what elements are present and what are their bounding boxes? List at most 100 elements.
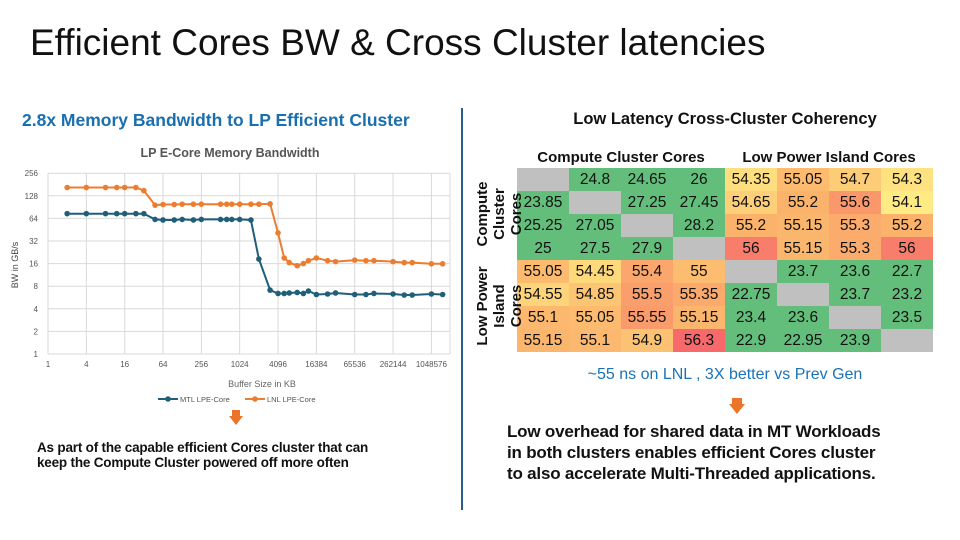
data-point: [294, 289, 301, 296]
data-point: [305, 288, 312, 294]
data-point: [248, 201, 254, 207]
heatmap-cell: 55.5: [621, 283, 673, 306]
x-tick-label: 4: [84, 360, 89, 369]
row-group-low-power: Low Power Island Cores: [465, 260, 525, 352]
heatmap-cell: 55.05: [517, 260, 569, 283]
heatmap-cell: 28.2: [673, 214, 725, 237]
x-tick-label: 16384: [305, 360, 328, 369]
heatmap-cell: 23.85: [517, 191, 569, 214]
slide-title: Efficient Cores BW & Cross Cluster laten…: [30, 22, 766, 63]
heatmap-cell: 56: [881, 237, 933, 260]
heatmap-cell: 55.3: [829, 237, 881, 260]
heatmap-cell: 23.5: [881, 306, 933, 329]
y-tick-label: 4: [34, 305, 39, 314]
data-point: [286, 259, 293, 266]
heatmap-cell: 55.2: [881, 214, 933, 237]
heatmap-cell: 54.35: [725, 168, 777, 191]
heatmap-cell-diagonal: [829, 306, 881, 329]
heatmap-cell-diagonal: [517, 168, 569, 191]
row-group-label: Compute Cluster Cores: [474, 182, 525, 247]
row-group-label-line: Cores: [508, 192, 525, 236]
data-point: [102, 184, 109, 191]
heatmap-cell: 55.15: [673, 306, 725, 329]
heatmap-cell: 26: [673, 168, 725, 191]
data-point: [324, 257, 331, 264]
heatmap-cell: 56.3: [673, 329, 725, 352]
data-point: [401, 259, 408, 266]
data-point: [223, 216, 230, 223]
series-line-mtl: [67, 212, 443, 296]
heatmap-cell: 54.9: [621, 329, 673, 352]
heatmap-cell-diagonal: [777, 283, 829, 306]
heatmap-cell: 23.2: [881, 283, 933, 306]
data-point: [428, 291, 435, 297]
x-tick-label: 256: [195, 360, 209, 369]
y-tick-label: 256: [25, 169, 39, 178]
heatmap-row: 55.15 55.1 54.9 56.3 22.9 22.95 23.9: [465, 329, 933, 352]
right-text-line: Low overhead for shared data in MT Workl…: [507, 422, 881, 441]
data-point: [439, 291, 446, 298]
heatmap-row: Low Power Island Cores 55.05 54.45 55.4 55 23.7…: [465, 260, 933, 346]
heatmap-cell: 23.6: [777, 306, 829, 329]
data-point: [351, 291, 358, 298]
heatmap-cell: 55: [673, 260, 725, 283]
data-point: [363, 257, 369, 264]
data-point: [133, 184, 139, 191]
y-tick-label: 2: [34, 327, 39, 336]
y-tick-label: 128: [25, 192, 39, 201]
data-point: [179, 201, 185, 207]
data-point: [281, 255, 288, 261]
left-description: As part of the capable efficient Cores c…: [37, 440, 457, 470]
heatmap-cell: 23.7: [829, 283, 881, 306]
data-point: [83, 184, 90, 191]
heatmap-cell: 24.65: [621, 168, 673, 191]
data-point: [363, 291, 369, 298]
latency-heatmap: Compute Cluster Cores Low Power Island C…: [465, 146, 933, 352]
heatmap-cell: 54.55: [517, 283, 569, 306]
heatmap-cell: 27.5: [569, 237, 621, 260]
x-tick-label: 1048576: [416, 360, 448, 369]
heatmap-cell-diagonal: [621, 214, 673, 237]
data-point: [152, 202, 158, 208]
x-tick-label: 1: [46, 360, 51, 369]
col-group-low-power: Low Power Island Cores: [742, 148, 916, 166]
data-point: [228, 216, 235, 223]
data-point: [371, 257, 377, 264]
row-group-label-line: Cluster: [491, 188, 508, 240]
heatmap-cell: 55.15: [777, 237, 829, 260]
data-point: [351, 257, 358, 263]
heatmap-cell: 55.1: [517, 306, 569, 329]
heatmap-cell: 55.15: [517, 329, 569, 352]
heatmap-cell: 27.25: [621, 191, 673, 214]
heatmap-row: 23.85 27.25 27.45 54.65 55.2 55.6 54.1: [465, 191, 933, 214]
heatmap-row: 25.25 27.05 28.2 55.2 55.15 55.3 55.2: [465, 214, 933, 237]
row-group-label-line: Low Power: [474, 266, 491, 346]
data-point: [332, 290, 339, 296]
data-point: [64, 210, 70, 217]
legend-label: LNL LPE-Core: [267, 395, 316, 404]
heatmap-cell: 22.7: [881, 260, 933, 283]
data-point: [324, 291, 331, 297]
data-point: [275, 230, 281, 236]
row-group-label-line: Island: [491, 284, 508, 328]
x-tick-label: 16: [120, 360, 129, 369]
heatmap-cell: 55.05: [569, 306, 621, 329]
latency-caption: ~55 ns on LNL , 3X better vs Prev Gen: [587, 366, 863, 383]
data-point: [439, 261, 446, 267]
right-text-line: in both clusters enables efficient Cores…: [507, 443, 876, 462]
data-point: [190, 217, 197, 223]
x-tick-label: 1024: [231, 360, 249, 369]
data-point: [223, 201, 230, 207]
heatmap-cell: 22.9: [725, 329, 777, 352]
data-point: [286, 290, 293, 296]
data-point: [409, 259, 416, 266]
y-tick-label: 8: [34, 282, 39, 291]
data-point: [294, 262, 301, 269]
heatmap-row: 54.55 54.85 55.5 55.35 22.75 23.7 23.2: [465, 283, 933, 306]
heatmap-cell: 22.75: [725, 283, 777, 306]
x-tick-label: 64: [159, 360, 168, 369]
data-point: [198, 216, 205, 223]
data-point: [141, 187, 147, 194]
data-point: [198, 201, 205, 207]
y-tick-label: 32: [29, 237, 38, 246]
